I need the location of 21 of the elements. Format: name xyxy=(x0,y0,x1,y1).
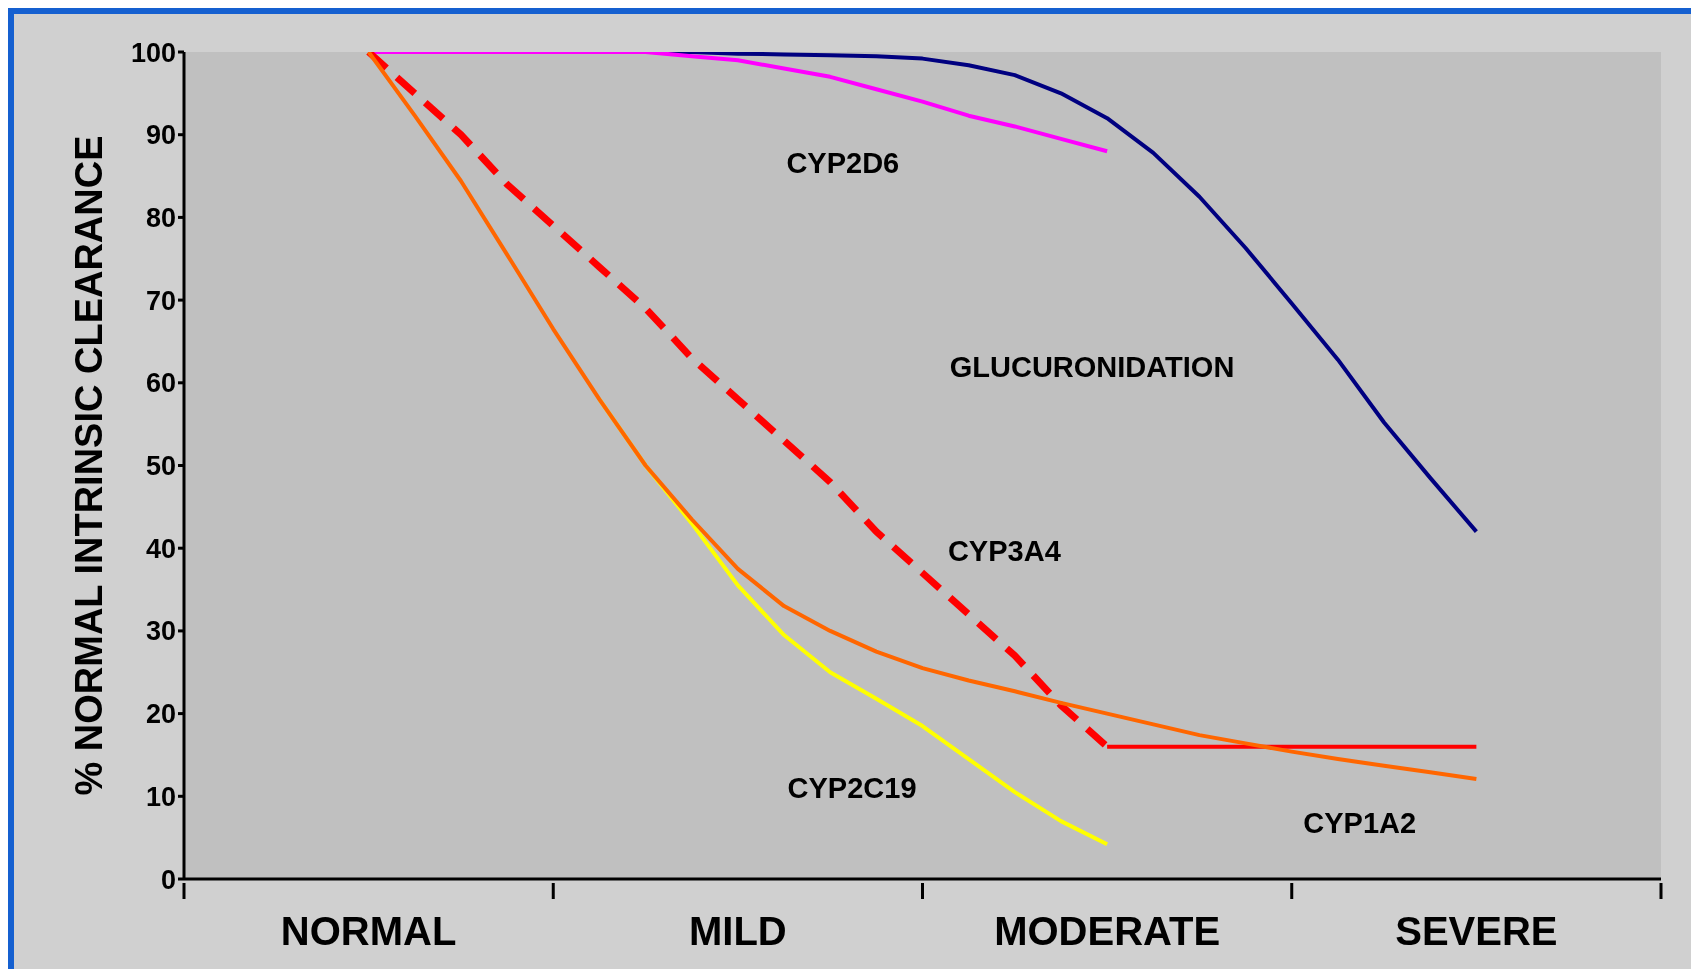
annotation: GLUCURONIDATION xyxy=(949,350,1235,384)
y-axis-title: % NORMAL INTRINSIC CLEARANCE xyxy=(68,135,111,796)
y-tick-label: 90 xyxy=(145,120,176,151)
annotation: CYP3A4 xyxy=(947,534,1061,568)
x-tick-label: MODERATE xyxy=(994,909,1221,953)
annotation: CYP1A2 xyxy=(1303,806,1417,840)
y-tick-label: 30 xyxy=(145,616,176,647)
annotation: CYP2C19 xyxy=(787,771,917,805)
y-tick-label: 10 xyxy=(145,781,176,812)
x-tick-label: SEVERE xyxy=(1395,909,1558,953)
y-tick-label: 0 xyxy=(160,864,176,895)
y-tick-label: 70 xyxy=(145,285,176,316)
y-tick-label: 60 xyxy=(145,368,176,399)
x-tick-label: MILD xyxy=(688,909,787,953)
y-tick-label: 50 xyxy=(145,451,176,482)
x-tick-label: NORMAL xyxy=(280,909,457,953)
y-tick-label: 100 xyxy=(130,37,176,68)
annotation: CYP2D6 xyxy=(786,146,900,180)
y-tick-label: 80 xyxy=(145,202,176,233)
y-tick-label: 20 xyxy=(145,699,176,730)
y-tick-label: 40 xyxy=(145,533,176,564)
